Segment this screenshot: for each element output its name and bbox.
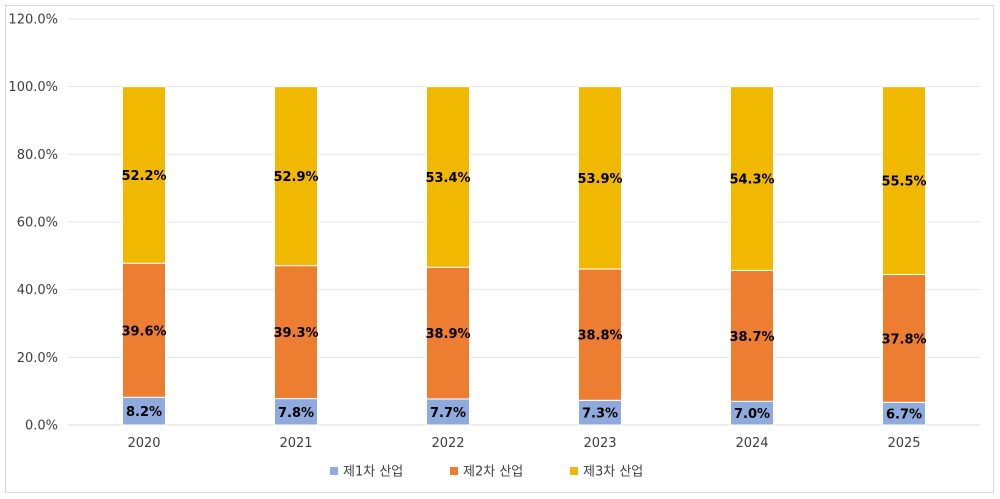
data-label: 7.0% [734,407,770,422]
bar-segment [882,86,926,275]
data-label: 39.3% [273,326,318,341]
bar-segment [578,399,622,426]
data-label: 53.4% [425,171,470,186]
bar-segment [426,266,470,400]
data-label: 54.3% [729,173,774,188]
bars [122,86,926,426]
y-tick-label: 40.0% [17,283,58,298]
legend-swatch [570,467,578,475]
x-tick-label: 2020 [127,436,160,451]
data-label: 6.7% [886,408,922,423]
bar-segment [426,86,470,268]
data-label: 55.5% [881,175,926,190]
y-tick-label: 120.0% [8,13,58,28]
data-label: 39.6% [121,324,166,339]
data-label: 38.8% [577,329,622,344]
legend-label: 제1차 산업 [343,465,403,480]
bar-segment [274,86,318,267]
data-label: 7.7% [430,406,466,421]
bar-segment [882,273,926,403]
bar-segment [122,262,166,398]
bar-segment [122,86,166,264]
bar-segment [274,398,318,426]
bar-segment [274,265,318,400]
data-label: 52.9% [273,170,318,185]
data-label: 53.9% [577,172,622,187]
data-label: 38.9% [425,327,470,342]
data-label: 38.7% [729,330,774,345]
bar-segment [426,398,470,426]
data-label: 7.3% [582,407,618,422]
legend: 제1차 산업 제2차 산업 제3차 산업 [330,465,643,480]
y-tick-label: 100.0% [8,80,58,95]
data-label: 52.2% [121,169,166,184]
x-tick-label: 2022 [431,436,464,451]
gridlines [68,18,980,426]
y-axis-ticks: 0.0% 20.0% 40.0% 60.0% 80.0% 100.0% 120.0% [8,13,58,434]
legend-swatch [450,467,458,475]
legend-label: 제2차 산업 [463,465,523,480]
x-tick-label: 2021 [279,436,312,451]
data-label: 8.2% [126,405,162,420]
legend-swatch [330,467,338,475]
bar-segment [122,396,166,426]
x-tick-label: 2023 [583,436,616,451]
legend-label: 제3차 산업 [583,465,643,480]
y-tick-label: 80.0% [17,148,58,163]
data-labels: 8.2% 39.6% 52.2% 7.8% 39.3% 52.9% 7.7% 38.9% 53.… [121,169,926,423]
bar-segment [578,268,622,401]
x-tick-label: 2025 [887,436,920,451]
bar-segment [578,86,622,270]
x-axis-ticks: 2020 2021 2022 2023 2024 2025 [127,436,920,451]
y-tick-label: 0.0% [25,419,58,434]
y-tick-label: 20.0% [17,351,58,366]
y-tick-label: 60.0% [17,216,58,231]
x-tick-label: 2024 [735,436,768,451]
data-label: 37.8% [881,332,926,347]
bar-segment [730,86,774,271]
data-label: 7.8% [278,406,314,421]
